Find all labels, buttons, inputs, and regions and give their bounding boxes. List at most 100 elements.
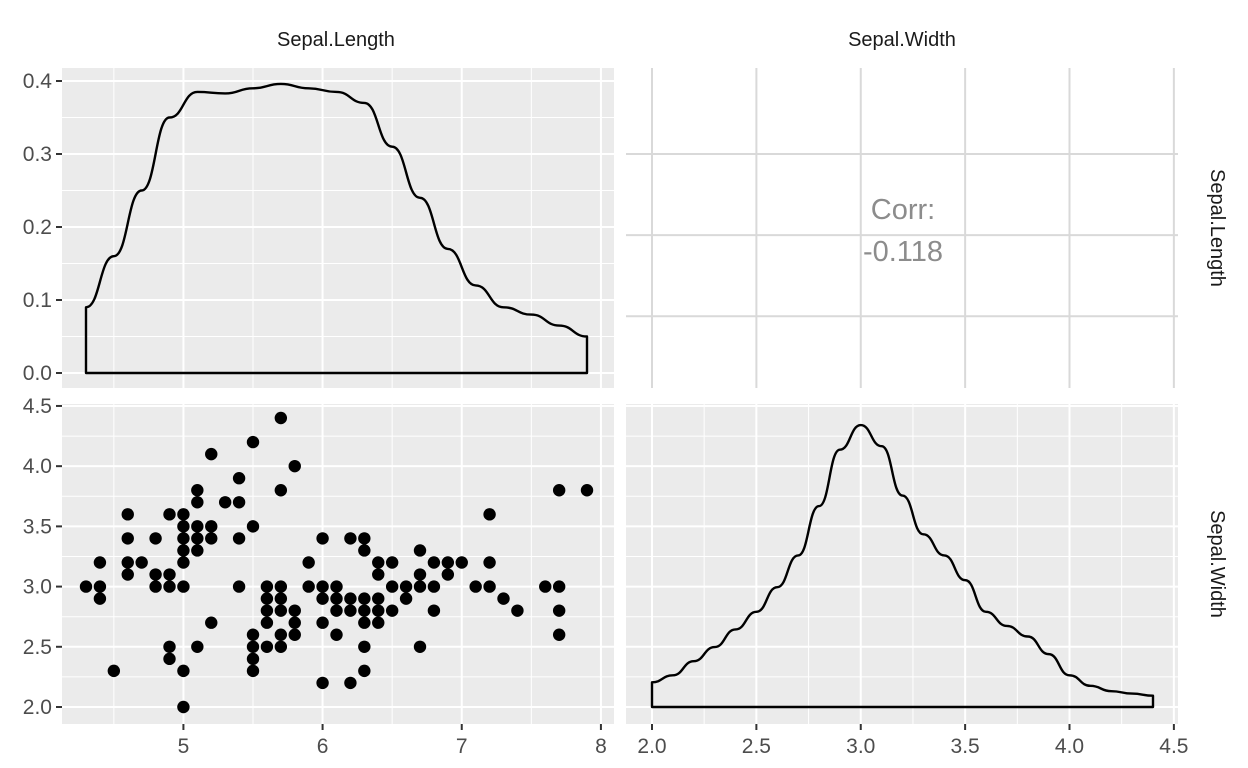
- scatter-point-47: [246, 435, 260, 449]
- scatter-point-58: [274, 484, 288, 497]
- scatter-point-53: [274, 640, 288, 653]
- scatter-point-14: [163, 652, 176, 666]
- scatter-point-73: [330, 592, 343, 605]
- strip-label-right-sepal-length: Sepal.Length: [1206, 169, 1228, 287]
- scatter-point-104: [441, 556, 455, 569]
- left-tick-label-bl-3-0: 3.0: [23, 576, 52, 599]
- density-curve-sepal-length: [84, 82, 589, 375]
- bottom-tick-label-br-4-5: 4.5: [1159, 735, 1188, 758]
- scatter-point-113: [552, 628, 566, 641]
- scatter-point-42: [246, 664, 260, 678]
- scatter-point-1: [79, 580, 93, 593]
- left-tick-label-bl-2-0: 2.0: [23, 696, 52, 719]
- scatter-point-81: [358, 616, 371, 629]
- scatter-point-82: [358, 604, 371, 617]
- scatter-point-105: [455, 556, 468, 569]
- scatter-point-89: [372, 568, 385, 581]
- scatter-point-35: [205, 520, 218, 533]
- scatter-point-55: [274, 604, 288, 617]
- scatter-point-86: [372, 616, 385, 629]
- scatter-point-50: [260, 604, 274, 617]
- scatter-point-68: [316, 592, 329, 605]
- scatter-point-39: [232, 532, 246, 545]
- scatter-point-9: [121, 508, 134, 521]
- scatter-point-65: [302, 556, 315, 569]
- bottom-tick-label-bl-7: 7: [456, 735, 468, 758]
- left-tick-label-bl-4-0: 4.0: [23, 455, 52, 478]
- scatter-point-3: [93, 580, 107, 593]
- scatter-point-98: [413, 568, 427, 581]
- scatter-point-93: [385, 556, 399, 569]
- scatter-point-27: [191, 640, 204, 653]
- scatter-point-91: [385, 604, 399, 617]
- scatter-point-38: [232, 580, 246, 593]
- scatter-point-85: [358, 532, 371, 545]
- scatter-point-115: [552, 580, 566, 593]
- scatter-point-32: [191, 484, 204, 497]
- scatter-point-116: [552, 484, 566, 497]
- scatter-point-43: [246, 652, 260, 666]
- scatter-point-54: [274, 628, 288, 641]
- scatter-point-75: [344, 676, 357, 690]
- left-tick-label-tl-0-1: 0.1: [23, 289, 52, 312]
- scatter-point-78: [344, 532, 357, 545]
- scatter-point-2: [93, 592, 107, 605]
- scatter-point-83: [358, 592, 371, 605]
- scatter-point-4: [93, 556, 107, 569]
- bottom-tick-label-br-4-0: 4.0: [1055, 735, 1084, 758]
- left-tick-label-tl-0-3: 0.3: [23, 143, 52, 166]
- scatter-point-97: [413, 580, 427, 593]
- grid-bl: [62, 404, 614, 724]
- scatter-point-51: [260, 592, 274, 605]
- scatter-point-101: [427, 580, 441, 593]
- scatter-point-70: [316, 532, 329, 545]
- left-tick-label-bl-4-5: 4.5: [23, 395, 52, 418]
- scatter-point-80: [358, 640, 371, 653]
- scatter-point-16: [163, 580, 176, 593]
- correlation-label: Corr:: [871, 194, 935, 226]
- scatter-point-44: [246, 640, 260, 653]
- scatter-point-5: [107, 664, 121, 678]
- scatter-point-99: [413, 544, 427, 557]
- strip-label-right-sepal-width: Sepal.Width: [1206, 510, 1228, 618]
- bottom-tick-label-bl-8: 8: [595, 735, 607, 758]
- scatter-point-107: [483, 580, 496, 593]
- scatter-point-62: [288, 604, 301, 617]
- left-tick-label-tl-0-2: 0.2: [23, 216, 52, 239]
- strip-label-top-sepal-width: Sepal.Width: [848, 29, 956, 51]
- bottom-tick-label-bl-5: 5: [178, 735, 190, 758]
- scatter-point-59: [274, 411, 288, 425]
- grid-tr: [626, 68, 1178, 388]
- scatter-point-88: [372, 592, 385, 605]
- scatter-point-34: [205, 532, 218, 545]
- density-curve-sepal-width: [650, 423, 1155, 709]
- left-tick-label-bl-2-5: 2.5: [23, 636, 52, 659]
- scatter-point-72: [330, 604, 343, 617]
- scatter-point-52: [260, 580, 274, 593]
- scatter-point-10: [135, 556, 148, 569]
- scatter-point-19: [177, 700, 190, 714]
- scatter-point-20: [177, 664, 190, 678]
- strip-label-top-sepal-length: Sepal.Length: [277, 29, 395, 51]
- scatter-point-79: [358, 664, 371, 678]
- scatter-point-8: [121, 532, 134, 545]
- scatter-point-96: [413, 640, 427, 653]
- scatter-point-92: [385, 580, 399, 593]
- scatter-point-69: [316, 580, 329, 593]
- correlation-value: -0.118: [863, 236, 943, 268]
- panel-background-br: [626, 404, 1178, 724]
- scatter-point-67: [316, 616, 329, 629]
- scatter-point-49: [260, 616, 274, 629]
- bottom-tick-label-br-2-5: 2.5: [742, 735, 771, 758]
- scatter-point-30: [191, 520, 204, 533]
- scatter-point-41: [232, 472, 246, 485]
- scatter-point-77: [344, 592, 357, 605]
- scatter-point-66: [316, 676, 329, 690]
- scatter-point-17: [163, 568, 176, 581]
- scatter-point-111: [511, 604, 524, 617]
- scatter-point-63: [288, 459, 301, 473]
- scatter-point-7: [121, 556, 134, 569]
- scatter-point-13: [149, 532, 162, 545]
- scatter-point-18: [163, 508, 176, 521]
- scatter-point-103: [441, 568, 455, 581]
